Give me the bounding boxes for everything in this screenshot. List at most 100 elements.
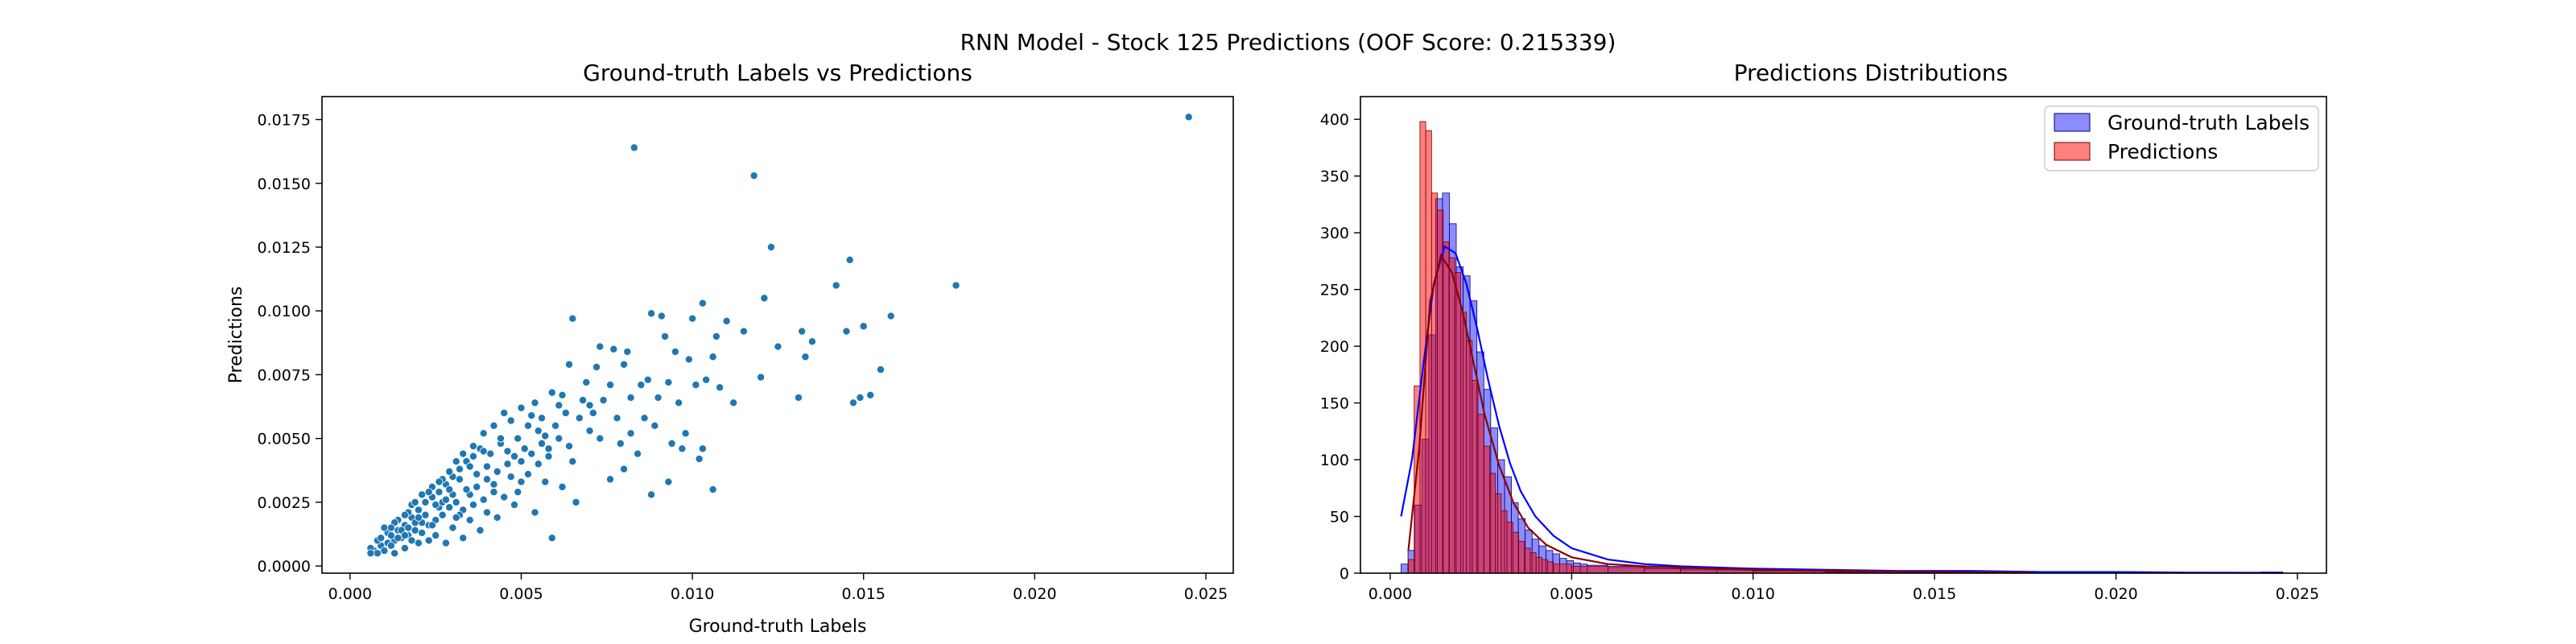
scatter-point: [538, 440, 547, 448]
x-tick-label: 0.010: [1732, 585, 1775, 603]
x-tick-label: 0.025: [1184, 585, 1228, 603]
scatter-point: [626, 429, 635, 438]
scatter-point: [377, 534, 386, 543]
scatter-point: [623, 347, 632, 356]
scatter-point: [856, 393, 865, 402]
scatter-point: [418, 490, 427, 499]
scatter-point: [386, 523, 395, 532]
scatter-point: [452, 513, 460, 522]
scatter-point: [486, 449, 495, 458]
histogram-bar: [1460, 312, 1468, 574]
scatter-point: [445, 485, 454, 494]
scatter-point: [749, 171, 758, 180]
scatter-point: [459, 449, 468, 458]
histogram-bar: [1571, 566, 1608, 574]
histogram-bar: [1535, 556, 1542, 574]
histogram-bar: [1454, 272, 1461, 574]
y-tick-label: 400: [1320, 111, 1349, 129]
scatter-point: [698, 444, 707, 453]
histogram-legend: Ground-truth Labels Predictions: [2044, 105, 2319, 171]
scatter-point: [866, 390, 875, 399]
scatter-point: [555, 434, 564, 443]
histogram-frame: [1360, 96, 2327, 574]
scatter-point: [421, 510, 430, 519]
scatter-point: [523, 470, 532, 479]
scatter-point: [596, 434, 605, 443]
scatter-point: [538, 414, 547, 423]
scatter-point: [534, 460, 543, 469]
scatter-point: [575, 414, 584, 423]
y-tick-label: 0.0050: [258, 431, 311, 448]
x-tick-label: 0.020: [2094, 585, 2137, 603]
scatter-point: [479, 429, 488, 438]
scatter-point: [427, 521, 436, 530]
scatter-point: [510, 452, 518, 460]
scatter-point: [667, 440, 676, 448]
legend-box: [2044, 105, 2319, 171]
histogram-bar: [1430, 192, 1438, 574]
scatter-point: [702, 375, 711, 384]
scatter-point: [530, 398, 539, 407]
scatter-point: [520, 444, 529, 453]
histogram-bar: [1443, 242, 1450, 574]
histogram-bars: [1401, 121, 2284, 574]
histogram-bar: [1466, 340, 1473, 574]
scatter-point: [465, 462, 474, 471]
histogram-bar: [1547, 561, 1554, 574]
y-tick-label: 50: [1330, 509, 1349, 526]
scatter-point: [469, 442, 477, 451]
x-tick-label: 0.010: [671, 585, 714, 603]
scatter-point: [774, 342, 782, 351]
scatter-point: [407, 536, 416, 545]
scatter-point: [688, 314, 697, 323]
scatter-point: [643, 375, 652, 384]
scatter-point: [473, 482, 481, 491]
y-tick-label: 150: [1320, 395, 1349, 413]
y-tick-label: 0.0150: [258, 175, 311, 193]
scatter-point: [435, 488, 444, 497]
scatter-y-axis-label: Predictions: [226, 287, 246, 384]
scatter-point: [671, 347, 679, 356]
y-tick-label: 350: [1320, 168, 1349, 186]
histogram-y-ticks: 0 50 100 150 200 250 300 350 400: [1320, 111, 1360, 583]
scatter-point: [435, 477, 444, 486]
scatter-point: [514, 434, 522, 443]
scatter-point: [876, 365, 885, 374]
scatter-point: [431, 501, 440, 510]
scatter-point: [650, 421, 659, 430]
scatter-point: [394, 534, 402, 543]
scatter-point: [561, 408, 570, 417]
scatter-point: [558, 390, 567, 399]
scatter-point: [489, 480, 498, 489]
scatter-point: [568, 314, 577, 323]
scatter-point: [445, 503, 454, 512]
scatter-point: [455, 475, 464, 484]
y-tick-label: 0.0100: [258, 303, 311, 320]
scatter-point: [684, 355, 693, 364]
scatter-point: [620, 360, 629, 369]
scatter-point: [541, 431, 550, 440]
scatter-point: [695, 455, 704, 464]
scatter-point: [572, 497, 580, 506]
scatter-point: [414, 513, 423, 522]
scatter-point: [606, 475, 615, 484]
histogram-title: Predictions Distributions: [1734, 60, 2008, 86]
scatter-axes: Ground-truth Labels vs Predictions 0.000…: [226, 60, 1234, 637]
scatter-point: [664, 378, 673, 386]
scatter-point: [489, 421, 498, 430]
y-tick-label: 0.0000: [258, 558, 311, 576]
histogram-x-ticks: 0.000 0.005 0.010 0.015 0.020 0.025: [1368, 573, 2319, 603]
scatter-point: [766, 242, 775, 251]
y-tick-label: 100: [1320, 452, 1349, 469]
scatter-point: [845, 255, 854, 264]
scatter-point: [517, 477, 526, 486]
scatter-point: [620, 464, 629, 473]
scatter-point: [952, 281, 960, 290]
scatter-point: [489, 488, 498, 497]
histogram-bar: [1489, 473, 1496, 574]
scatter-point: [544, 444, 553, 453]
histogram-bar: [1483, 445, 1490, 574]
scatter-point: [373, 549, 382, 558]
y-tick-label: 0.0025: [258, 494, 311, 512]
scatter-point: [626, 393, 635, 402]
